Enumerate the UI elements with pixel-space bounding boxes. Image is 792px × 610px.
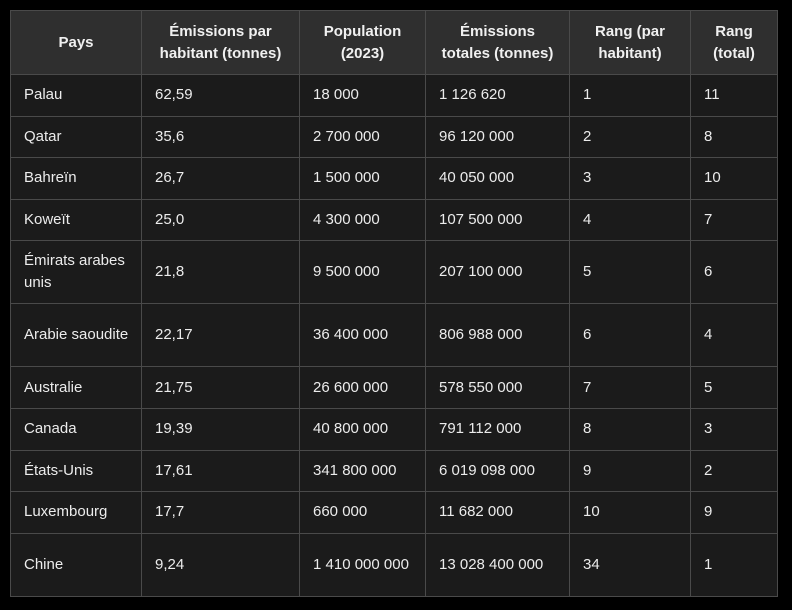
table-row: Qatar 35,6 2 700 000 96 120 000 2 8 bbox=[10, 115, 778, 159]
cell-population: 36 400 000 bbox=[299, 303, 426, 368]
cell-emissions-per-capita: 25,0 bbox=[141, 198, 300, 242]
cell-total-emissions: 1 126 620 bbox=[425, 74, 570, 117]
cell-population: 1 410 000 000 bbox=[299, 532, 426, 597]
cell-rank-per-capita: 2 bbox=[569, 115, 691, 159]
cell-total-emissions: 40 050 000 bbox=[425, 157, 570, 200]
cell-emissions-per-capita: 21,75 bbox=[141, 366, 300, 409]
cell-emissions-per-capita: 19,39 bbox=[141, 407, 300, 451]
cell-emissions-per-capita: 9,24 bbox=[141, 532, 300, 597]
table-header: Pays Émissions par habitant (tonnes) Pop… bbox=[10, 10, 778, 75]
emissions-table-container: Pays Émissions par habitant (tonnes) Pop… bbox=[10, 10, 778, 597]
cell-population: 4 300 000 bbox=[299, 198, 426, 242]
cell-total-emissions: 806 988 000 bbox=[425, 303, 570, 368]
header-population: Population (2023) bbox=[299, 10, 426, 75]
cell-population: 660 000 bbox=[299, 491, 426, 534]
table-row: Luxembourg 17,7 660 000 11 682 000 10 9 bbox=[10, 491, 778, 534]
cell-country: Chine bbox=[10, 532, 142, 597]
cell-country: Arabie saoudite bbox=[10, 303, 142, 368]
cell-emissions-per-capita: 17,61 bbox=[141, 449, 300, 493]
cell-rank-total: 4 bbox=[690, 303, 778, 368]
cell-total-emissions: 107 500 000 bbox=[425, 198, 570, 242]
cell-population: 18 000 bbox=[299, 74, 426, 117]
cell-rank-total: 6 bbox=[690, 240, 778, 305]
cell-total-emissions: 6 019 098 000 bbox=[425, 449, 570, 493]
cell-rank-per-capita: 34 bbox=[569, 532, 691, 597]
cell-rank-total: 10 bbox=[690, 157, 778, 200]
cell-country: Australie bbox=[10, 366, 142, 409]
table-row: Émirats arabes unis 21,8 9 500 000 207 1… bbox=[10, 240, 778, 305]
table-row: Palau 62,59 18 000 1 126 620 1 11 bbox=[10, 74, 778, 117]
cell-rank-total: 7 bbox=[690, 198, 778, 242]
cell-total-emissions: 791 112 000 bbox=[425, 407, 570, 451]
cell-country: Canada bbox=[10, 407, 142, 451]
cell-population: 40 800 000 bbox=[299, 407, 426, 451]
cell-population: 2 700 000 bbox=[299, 115, 426, 159]
cell-country: Luxembourg bbox=[10, 491, 142, 534]
cell-total-emissions: 96 120 000 bbox=[425, 115, 570, 159]
emissions-table: Pays Émissions par habitant (tonnes) Pop… bbox=[10, 10, 778, 597]
cell-rank-per-capita: 8 bbox=[569, 407, 691, 451]
cell-rank-per-capita: 5 bbox=[569, 240, 691, 305]
cell-population: 1 500 000 bbox=[299, 157, 426, 200]
cell-rank-per-capita: 3 bbox=[569, 157, 691, 200]
cell-rank-per-capita: 7 bbox=[569, 366, 691, 409]
header-emissions-per-capita: Émissions par habitant (tonnes) bbox=[141, 10, 300, 75]
table-row: Koweït 25,0 4 300 000 107 500 000 4 7 bbox=[10, 198, 778, 242]
cell-emissions-per-capita: 26,7 bbox=[141, 157, 300, 200]
header-rank-per-capita: Rang (par habitant) bbox=[569, 10, 691, 75]
cell-rank-per-capita: 10 bbox=[569, 491, 691, 534]
cell-total-emissions: 578 550 000 bbox=[425, 366, 570, 409]
cell-country: États-Unis bbox=[10, 449, 142, 493]
table-row: Chine 9,24 1 410 000 000 13 028 400 000 … bbox=[10, 532, 778, 597]
cell-country: Koweït bbox=[10, 198, 142, 242]
cell-emissions-per-capita: 35,6 bbox=[141, 115, 300, 159]
cell-total-emissions: 207 100 000 bbox=[425, 240, 570, 305]
cell-emissions-per-capita: 17,7 bbox=[141, 491, 300, 534]
cell-emissions-per-capita: 21,8 bbox=[141, 240, 300, 305]
cell-rank-total: 5 bbox=[690, 366, 778, 409]
cell-emissions-per-capita: 62,59 bbox=[141, 74, 300, 117]
table-row: États-Unis 17,61 341 800 000 6 019 098 0… bbox=[10, 449, 778, 493]
table-body: Palau 62,59 18 000 1 126 620 1 11 Qatar … bbox=[10, 74, 778, 597]
table-row: Canada 19,39 40 800 000 791 112 000 8 3 bbox=[10, 407, 778, 451]
cell-rank-total: 1 bbox=[690, 532, 778, 597]
cell-total-emissions: 13 028 400 000 bbox=[425, 532, 570, 597]
cell-country: Bahreïn bbox=[10, 157, 142, 200]
cell-country: Émirats arabes unis bbox=[10, 240, 142, 305]
cell-rank-per-capita: 1 bbox=[569, 74, 691, 117]
cell-rank-per-capita: 4 bbox=[569, 198, 691, 242]
cell-rank-per-capita: 6 bbox=[569, 303, 691, 368]
header-row: Pays Émissions par habitant (tonnes) Pop… bbox=[10, 10, 778, 75]
cell-population: 341 800 000 bbox=[299, 449, 426, 493]
cell-country: Qatar bbox=[10, 115, 142, 159]
table-row: Arabie saoudite 22,17 36 400 000 806 988… bbox=[10, 303, 778, 368]
table-row: Bahreïn 26,7 1 500 000 40 050 000 3 10 bbox=[10, 157, 778, 200]
cell-emissions-per-capita: 22,17 bbox=[141, 303, 300, 368]
cell-rank-total: 8 bbox=[690, 115, 778, 159]
header-country: Pays bbox=[10, 10, 142, 75]
cell-rank-total: 9 bbox=[690, 491, 778, 534]
cell-country: Palau bbox=[10, 74, 142, 117]
cell-total-emissions: 11 682 000 bbox=[425, 491, 570, 534]
cell-rank-per-capita: 9 bbox=[569, 449, 691, 493]
cell-rank-total: 3 bbox=[690, 407, 778, 451]
cell-population: 9 500 000 bbox=[299, 240, 426, 305]
cell-population: 26 600 000 bbox=[299, 366, 426, 409]
table-row: Australie 21,75 26 600 000 578 550 000 7… bbox=[10, 366, 778, 409]
header-total-emissions: Émissions totales (tonnes) bbox=[425, 10, 570, 75]
header-rank-total: Rang (total) bbox=[690, 10, 778, 75]
cell-rank-total: 11 bbox=[690, 74, 778, 117]
cell-rank-total: 2 bbox=[690, 449, 778, 493]
